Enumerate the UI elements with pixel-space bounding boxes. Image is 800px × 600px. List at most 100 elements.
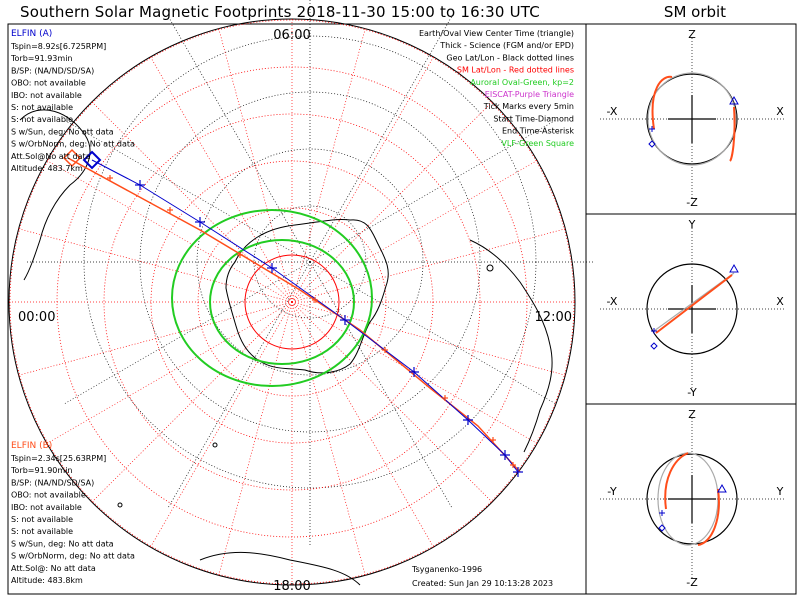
sm-lon-line bbox=[291, 228, 566, 303]
orbit-label-top: Y bbox=[688, 218, 696, 231]
track-tick bbox=[135, 180, 145, 190]
elfin-b-track bbox=[67, 157, 521, 473]
orbit-asterisk-marker bbox=[649, 126, 655, 132]
geo-lon-line bbox=[309, 120, 556, 263]
auroral-oval-outer bbox=[171, 209, 373, 387]
sm-lon-line bbox=[91, 301, 293, 503]
clock-label-top: 06:00 bbox=[273, 28, 310, 43]
legend-item: End Time-Asterisk bbox=[502, 127, 574, 136]
info-line: Tspin=2.34s[25.63RPM] bbox=[10, 454, 106, 463]
sm-lat-circle bbox=[103, 113, 481, 491]
info-line: Altitude: 483.7km bbox=[11, 164, 83, 173]
info-line: S: not available bbox=[11, 103, 73, 112]
track-tick bbox=[267, 263, 277, 273]
earth-circle bbox=[646, 263, 738, 355]
legend-item: Geo Lat/Lon - Black dotted lines bbox=[446, 53, 574, 62]
geo-lat-circle bbox=[196, 148, 424, 376]
orbit-asterisk-marker bbox=[651, 328, 657, 334]
polar-map bbox=[8, 0, 593, 586]
orbit-panel: Y -Y -X X bbox=[600, 218, 786, 399]
orbit-label-bottom: -Z bbox=[686, 196, 698, 209]
geo-lat-circle bbox=[139, 91, 481, 433]
orbit-label-bottom: -Y bbox=[687, 386, 697, 399]
track-tick bbox=[463, 415, 473, 425]
geo-lon-line bbox=[168, 261, 311, 508]
info-line: S w/Sun, deg: No att data bbox=[11, 127, 114, 136]
info-line: S w/OrbNorm, deg: No att data bbox=[11, 140, 135, 149]
orbit-panel: Z -Z -Y Y bbox=[600, 408, 786, 589]
geo-lon-line bbox=[309, 261, 452, 508]
elfin-b-name: ELFIN (B) bbox=[11, 441, 52, 451]
track-tick bbox=[510, 462, 516, 468]
geo-lon-line bbox=[309, 16, 452, 263]
orbit-label-left: -X bbox=[607, 295, 618, 308]
clock-label-right: 12:00 bbox=[535, 310, 572, 325]
geo-lat-circle bbox=[253, 205, 367, 319]
info-line: OBO: not available bbox=[11, 491, 86, 500]
info-line: B/SP: (NA/ND/SD/SA) bbox=[11, 478, 94, 487]
geo-lon-line bbox=[64, 120, 311, 263]
geo-lon-line bbox=[168, 16, 311, 263]
africa-outline bbox=[469, 239, 553, 453]
info-line: Att.Sol@No att data bbox=[11, 152, 91, 161]
orbit-triangle-marker bbox=[729, 263, 739, 273]
info-line: Att.Sol@: No att data bbox=[11, 564, 96, 573]
sm-lon-line bbox=[291, 101, 493, 303]
info-line: IBO: not available bbox=[11, 91, 82, 100]
orbit-label-left: -Y bbox=[607, 485, 617, 498]
orbit-path-b bbox=[697, 488, 720, 546]
orbit-label-left: -X bbox=[607, 105, 618, 118]
orbit-triangle-marker bbox=[729, 95, 739, 105]
sm-lon-line bbox=[291, 301, 566, 376]
sm-lon-line bbox=[291, 301, 366, 576]
info-line: Tspin=8.92s[6.725RPM] bbox=[10, 42, 106, 51]
info-line: S: not available bbox=[11, 115, 73, 124]
orbit-label-right: Y bbox=[776, 485, 784, 498]
info-line: S w/OrbNorm, deg: No att data bbox=[11, 552, 135, 561]
legend-item: EISCAT-Purple Triangle bbox=[485, 90, 574, 99]
track-tick bbox=[500, 450, 510, 460]
orbit-triangle-marker bbox=[717, 483, 727, 493]
antarctica-outline bbox=[225, 219, 389, 374]
orbit-label-top: Z bbox=[688, 408, 696, 421]
track-tick bbox=[237, 252, 243, 258]
legend-item: Start Time-Diamond bbox=[493, 114, 574, 123]
orbit-diamond-marker bbox=[650, 342, 658, 350]
geo-lon-line bbox=[309, 261, 556, 404]
track-tick bbox=[107, 175, 113, 181]
orbit-path-b bbox=[655, 274, 733, 334]
orbit-diamond-marker bbox=[648, 140, 656, 148]
sm-lon-line bbox=[218, 301, 293, 576]
info-line: Torb=91.93min bbox=[10, 54, 72, 63]
orbit-frame bbox=[585, 23, 797, 595]
legend-item: SM Lat/Lon - Red dotted lines bbox=[457, 66, 574, 75]
orbit-label-right: X bbox=[776, 295, 784, 308]
orbit-diamond-marker bbox=[658, 524, 666, 532]
orbit-label-right: X bbox=[776, 105, 784, 118]
credit-created: Created: Sun Jan 29 10:13:28 2023 bbox=[412, 579, 553, 588]
track-tick bbox=[382, 347, 388, 353]
sm-lon-line bbox=[46, 301, 293, 444]
track-tick bbox=[490, 437, 496, 443]
sm-lon-line bbox=[291, 160, 538, 303]
orbit-asterisk-marker bbox=[659, 510, 665, 516]
track-tick bbox=[195, 217, 205, 227]
geo-grid bbox=[27, 0, 593, 545]
main-title: Southern Solar Magnetic Footprints 2018-… bbox=[20, 3, 540, 21]
south-america-outline bbox=[19, 109, 91, 281]
info-line: S: not available bbox=[11, 515, 73, 524]
earth-circle bbox=[646, 453, 738, 545]
info-line: OBO: not available bbox=[11, 79, 86, 88]
legend: Earth/Oval View Center Time (triangle) Th… bbox=[419, 29, 574, 148]
orbit-label-bottom: -Z bbox=[686, 576, 698, 589]
legend-item: Earth/Oval View Center Time (triangle) bbox=[419, 29, 574, 38]
info-line: S w/Sun, deg: No att data bbox=[11, 539, 114, 548]
elfin-b-info: ELFIN (B) Tspin=2.34s[25.63RPM] Torb=91.9… bbox=[10, 441, 135, 585]
info-line: IBO: not available bbox=[11, 503, 82, 512]
auroral-oval-inner bbox=[209, 239, 355, 365]
clock-label-left: 00:00 bbox=[18, 310, 55, 325]
sm-lon-line bbox=[218, 28, 293, 303]
legend-item: Auroral Oval-Green, kp=2 bbox=[470, 78, 574, 87]
earth-circle bbox=[646, 73, 738, 165]
sm-lon-line bbox=[291, 301, 434, 548]
